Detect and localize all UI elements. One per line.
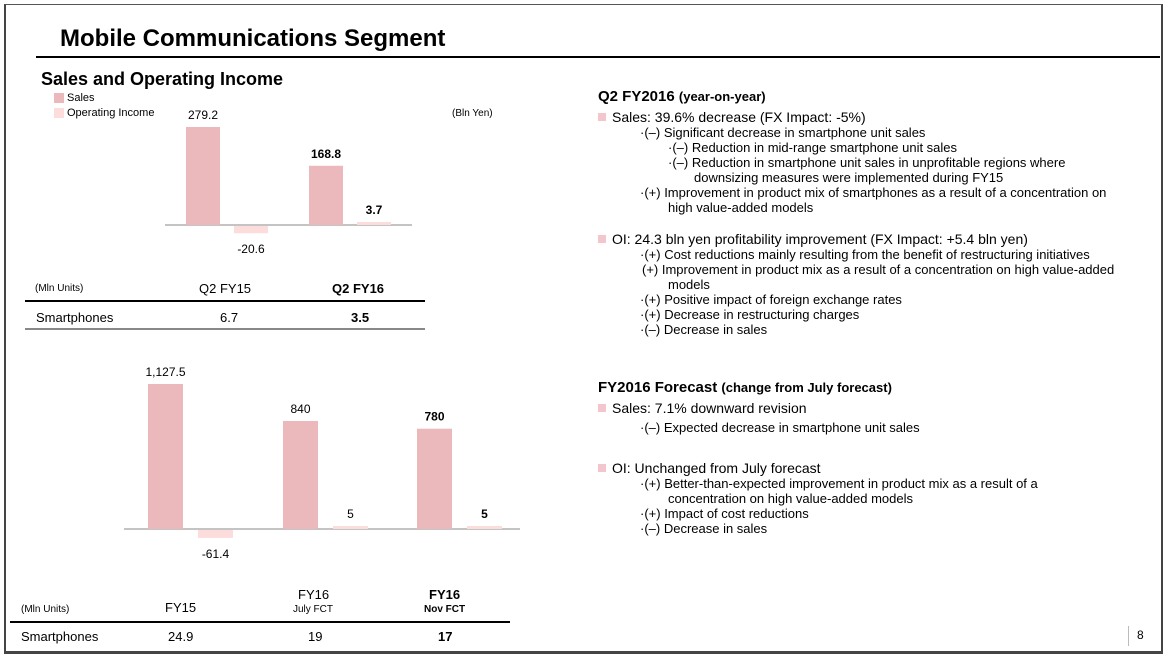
legend-item-operating-income: Operating Income [54,105,154,120]
legend-item-sales: Sales [54,90,154,105]
q2-sales-point: high value-added models [668,200,814,215]
table1-header-rule [25,300,425,302]
table2-value-fy15: 24.9 [168,629,194,644]
page-number: 8 [1137,628,1144,642]
bar-operating-income [234,226,268,234]
legend-swatch-operating-income [54,107,64,118]
data-label-sales: 840 [290,402,310,416]
table1-bottom-rule [25,328,425,330]
chart-unit-label: (Bln Yen) [452,108,493,119]
q2-oi-text: OI: 24.3 bln yen profitability improveme… [612,231,1028,247]
q2-sales-point: ·(–) Reduction in mid-range smartphone u… [668,140,958,155]
q2-oi-point: models [668,277,710,292]
bar-operating-income [198,530,233,538]
table2-header-fy16-nov: FY16 [429,587,461,602]
forecast-heading-note: (change from July forecast) [721,380,892,395]
table1-unit: (Mln Units) [35,283,84,294]
table1-value-q2fy15: 6.7 [220,310,239,325]
bar-operating-income [333,526,368,529]
bar-operating-income [467,526,502,529]
data-label-operating-income: 5 [347,507,354,521]
bar-sales [186,127,220,225]
bar-sales [309,165,343,225]
q2-oi-point: ·(+) Positive impact of foreign exchange… [640,292,902,307]
data-label-sales: 780 [424,410,444,424]
bar-sales [283,420,318,529]
q2-oi-bullet: OI: 24.3 bln yen profitability improveme… [598,231,1158,247]
forecast-heading-main: FY2016 Forecast [598,379,718,396]
data-label-operating-income: 5 [481,507,488,521]
table1-row-label: Smartphones [36,310,114,325]
q2-oi-point: ·(–) Decrease in sales [640,322,768,337]
table2-header-fy16-july: FY16 [298,587,330,602]
data-label-sales: 1,127.5 [145,365,185,379]
table2-header-fy15: FY15 [165,600,197,615]
commentary-panel: Q2 FY2016 (year-on-year) Sales: 39.6% de… [598,88,1158,536]
q2-section: Q2 FY2016 (year-on-year) Sales: 39.6% de… [598,88,1158,337]
section-subtitle: Sales and Operating Income [41,69,284,89]
q2-heading: Q2 FY2016 (year-on-year) [598,88,1158,105]
table2-unit: (Mln Units) [21,604,70,615]
data-label-operating-income: -20.6 [237,242,265,256]
forecast-oi-text: OI: Unchanged from July forecast [612,460,821,476]
forecast-oi-bullet: OI: Unchanged from July forecast [598,460,1158,476]
table1-header-q2fy15: Q2 FY15 [199,281,252,296]
table1-header-q2fy16: Q2 FY16 [332,281,385,296]
data-label-operating-income: 3.7 [366,203,383,217]
bullet-square-icon [598,464,606,472]
forecast-sales-point: ·(–) Expected decrease in smartphone uni… [640,420,920,435]
forecast-sales-text: Sales: 7.1% downward revision [612,400,807,416]
title-divider [36,56,1160,58]
q2-sales-bullet: Sales: 39.6% decrease (FX Impact: -5%) [598,109,1158,125]
q2-sales-text: Sales: 39.6% decrease (FX Impact: -5%) [612,109,866,125]
forecast-section: FY2016 Forecast (change from July foreca… [598,379,1158,536]
q2-sales-point: downsizing measures were implemented dur… [694,170,1004,185]
q2-sales-point: ·(+) Improvement in product mix of smart… [640,185,1107,200]
q2-oi-point: ·(+) Decrease in restructuring charges [640,307,860,322]
q2-sales-point: ·(–) Significant decrease in smartphone … [640,125,926,140]
q2-sales-point: ·(–) Reduction in smartphone unit sales … [668,155,1066,170]
data-label-operating-income: -61.4 [202,547,230,561]
q2-heading-main: Q2 FY2016 [598,88,675,105]
table2-value-fy16-july: 19 [308,629,323,644]
q2-oi-point: (+) Improvement in product mix as a resu… [642,262,1115,277]
page-number-separator [1128,626,1129,646]
forecast-oi-point: ·(+) Better-than-expected improvement in… [640,476,1038,491]
bar-sales [148,384,183,529]
bar-operating-income [357,222,391,225]
table2-subheader-nov-fct: Nov FCT [424,604,466,615]
q2-heading-note: (year-on-year) [678,89,766,104]
q2-oi-point: ·(+) Cost reductions mainly resulting fr… [640,247,1090,262]
table2-row-label: Smartphones [21,629,99,644]
data-label-sales: 279.2 [188,108,218,122]
table2-subheader-july-fct: July FCT [293,604,333,615]
chart-legend: Sales Operating Income [54,90,154,120]
forecast-sales-bullet: Sales: 7.1% downward revision [598,400,1158,416]
slide-frame [4,4,1163,654]
forecast-oi-point: ·(+) Impact of cost reductions [640,506,809,521]
table2-value-fy16-nov: 17 [438,629,453,644]
bar-sales [417,428,452,529]
bullet-square-icon [598,235,606,243]
bullet-square-icon [598,404,606,412]
forecast-oi-point: ·(–) Decrease in sales [640,521,768,536]
legend-swatch-sales [54,92,64,103]
table1-value-q2fy16: 3.5 [351,310,370,325]
bullet-square-icon [598,113,606,121]
forecast-oi-point: concentration on high value-added models [668,491,914,506]
page-title: Mobile Communications Segment [60,25,446,52]
forecast-heading: FY2016 Forecast (change from July foreca… [598,379,1158,396]
table2-header-rule [10,621,510,623]
legend-label-operating-income: Operating Income [67,106,155,119]
legend-label-sales: Sales [67,91,95,104]
data-label-sales: 168.8 [311,147,341,161]
